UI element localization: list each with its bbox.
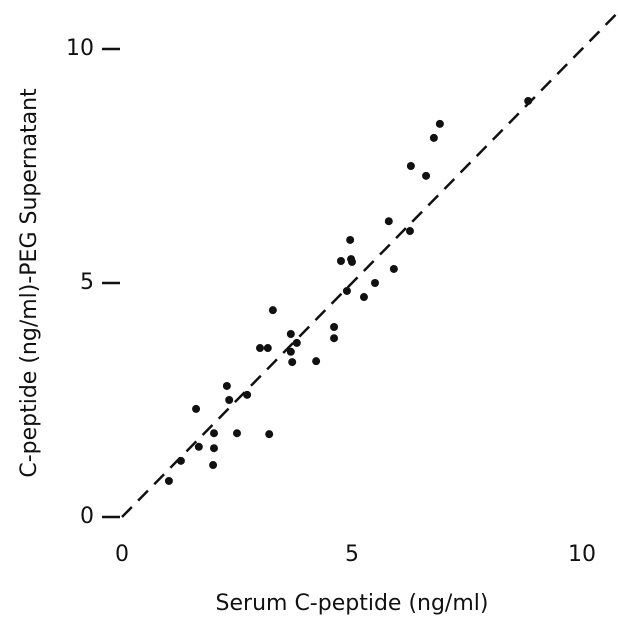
point [222,381,231,390]
point [265,430,274,439]
point [256,344,264,353]
point [336,257,345,266]
point [286,330,295,339]
point [524,96,533,105]
x-tick-label: 0 [115,542,129,567]
x-axis-label: Serum C-peptide (ng/ml) [216,591,489,616]
point [406,162,415,170]
identity-line [121,11,618,518]
point [292,338,301,347]
point [194,442,203,451]
point [268,306,277,315]
point [330,322,339,331]
point [371,279,379,287]
point [176,456,185,465]
point [288,358,297,367]
point [164,476,173,485]
point [312,357,321,366]
point [330,334,339,343]
point [263,344,272,353]
point [210,444,218,453]
point [346,235,355,244]
point [405,227,414,236]
point [342,286,351,295]
x-tick-label: 5 [345,542,359,567]
point [359,293,368,302]
y-tick-label: 5 [80,270,94,295]
point [389,264,398,273]
point [435,119,444,128]
point [384,217,393,226]
x-tick-label: 10 [568,542,596,567]
y-tick-label: 0 [80,504,94,529]
point [225,396,234,404]
point [243,390,252,399]
point [233,429,241,438]
point [422,171,431,180]
point [209,461,218,470]
y-tick-label: 10 [66,36,94,61]
y-axis-label: C-peptide (ng/ml)-PEG Supernatant [17,88,42,478]
point [210,429,218,438]
point [192,404,201,413]
point [286,347,295,356]
point [429,133,438,142]
point [348,257,356,266]
